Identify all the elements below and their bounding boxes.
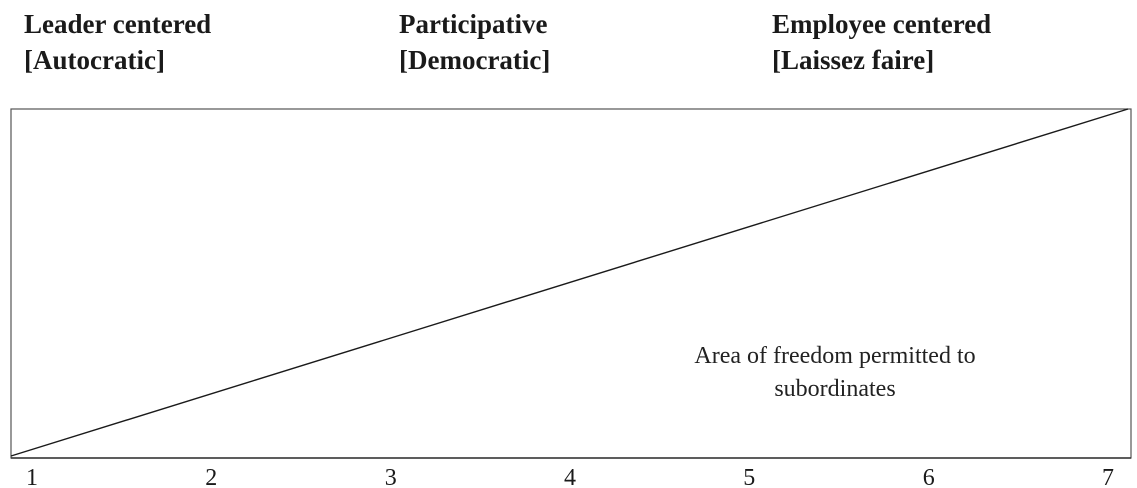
- style-subtitle: [Democratic]: [399, 45, 551, 75]
- annotation-line-1: Area of freedom permitted to: [694, 343, 976, 369]
- style-name: Employee centered: [772, 9, 992, 39]
- scale-tick-label: 3: [385, 465, 397, 488]
- style-name: Leader centered: [24, 9, 212, 39]
- freedom-annotation: Area of freedom permitted to subordinate…: [640, 340, 1030, 406]
- freedom-diagonal-line: [10, 108, 1129, 457]
- scale-tick-label: 1: [26, 465, 38, 488]
- scale-ticks: 1 2 3 4 5 6 7: [26, 465, 1114, 488]
- scale-tick-label: 4: [564, 465, 576, 488]
- annotation-line-2: subordinates: [774, 376, 896, 402]
- style-subtitle: [Laissez faire]: [772, 45, 935, 75]
- style-subtitle: [Autocratic]: [24, 45, 165, 75]
- style-name: Participative: [399, 9, 548, 39]
- scale-tick-label: 6: [923, 465, 935, 488]
- style-label-leader-centered: Leader centered [Autocratic]: [24, 6, 211, 78]
- scale-tick-label: 2: [205, 465, 217, 488]
- scale-tick-label: 5: [743, 465, 755, 488]
- scale-tick-label: 7: [1102, 465, 1114, 488]
- style-label-employee-centered: Employee centered [Laissez faire]: [772, 6, 991, 78]
- style-label-participative: Participative [Democratic]: [399, 6, 550, 78]
